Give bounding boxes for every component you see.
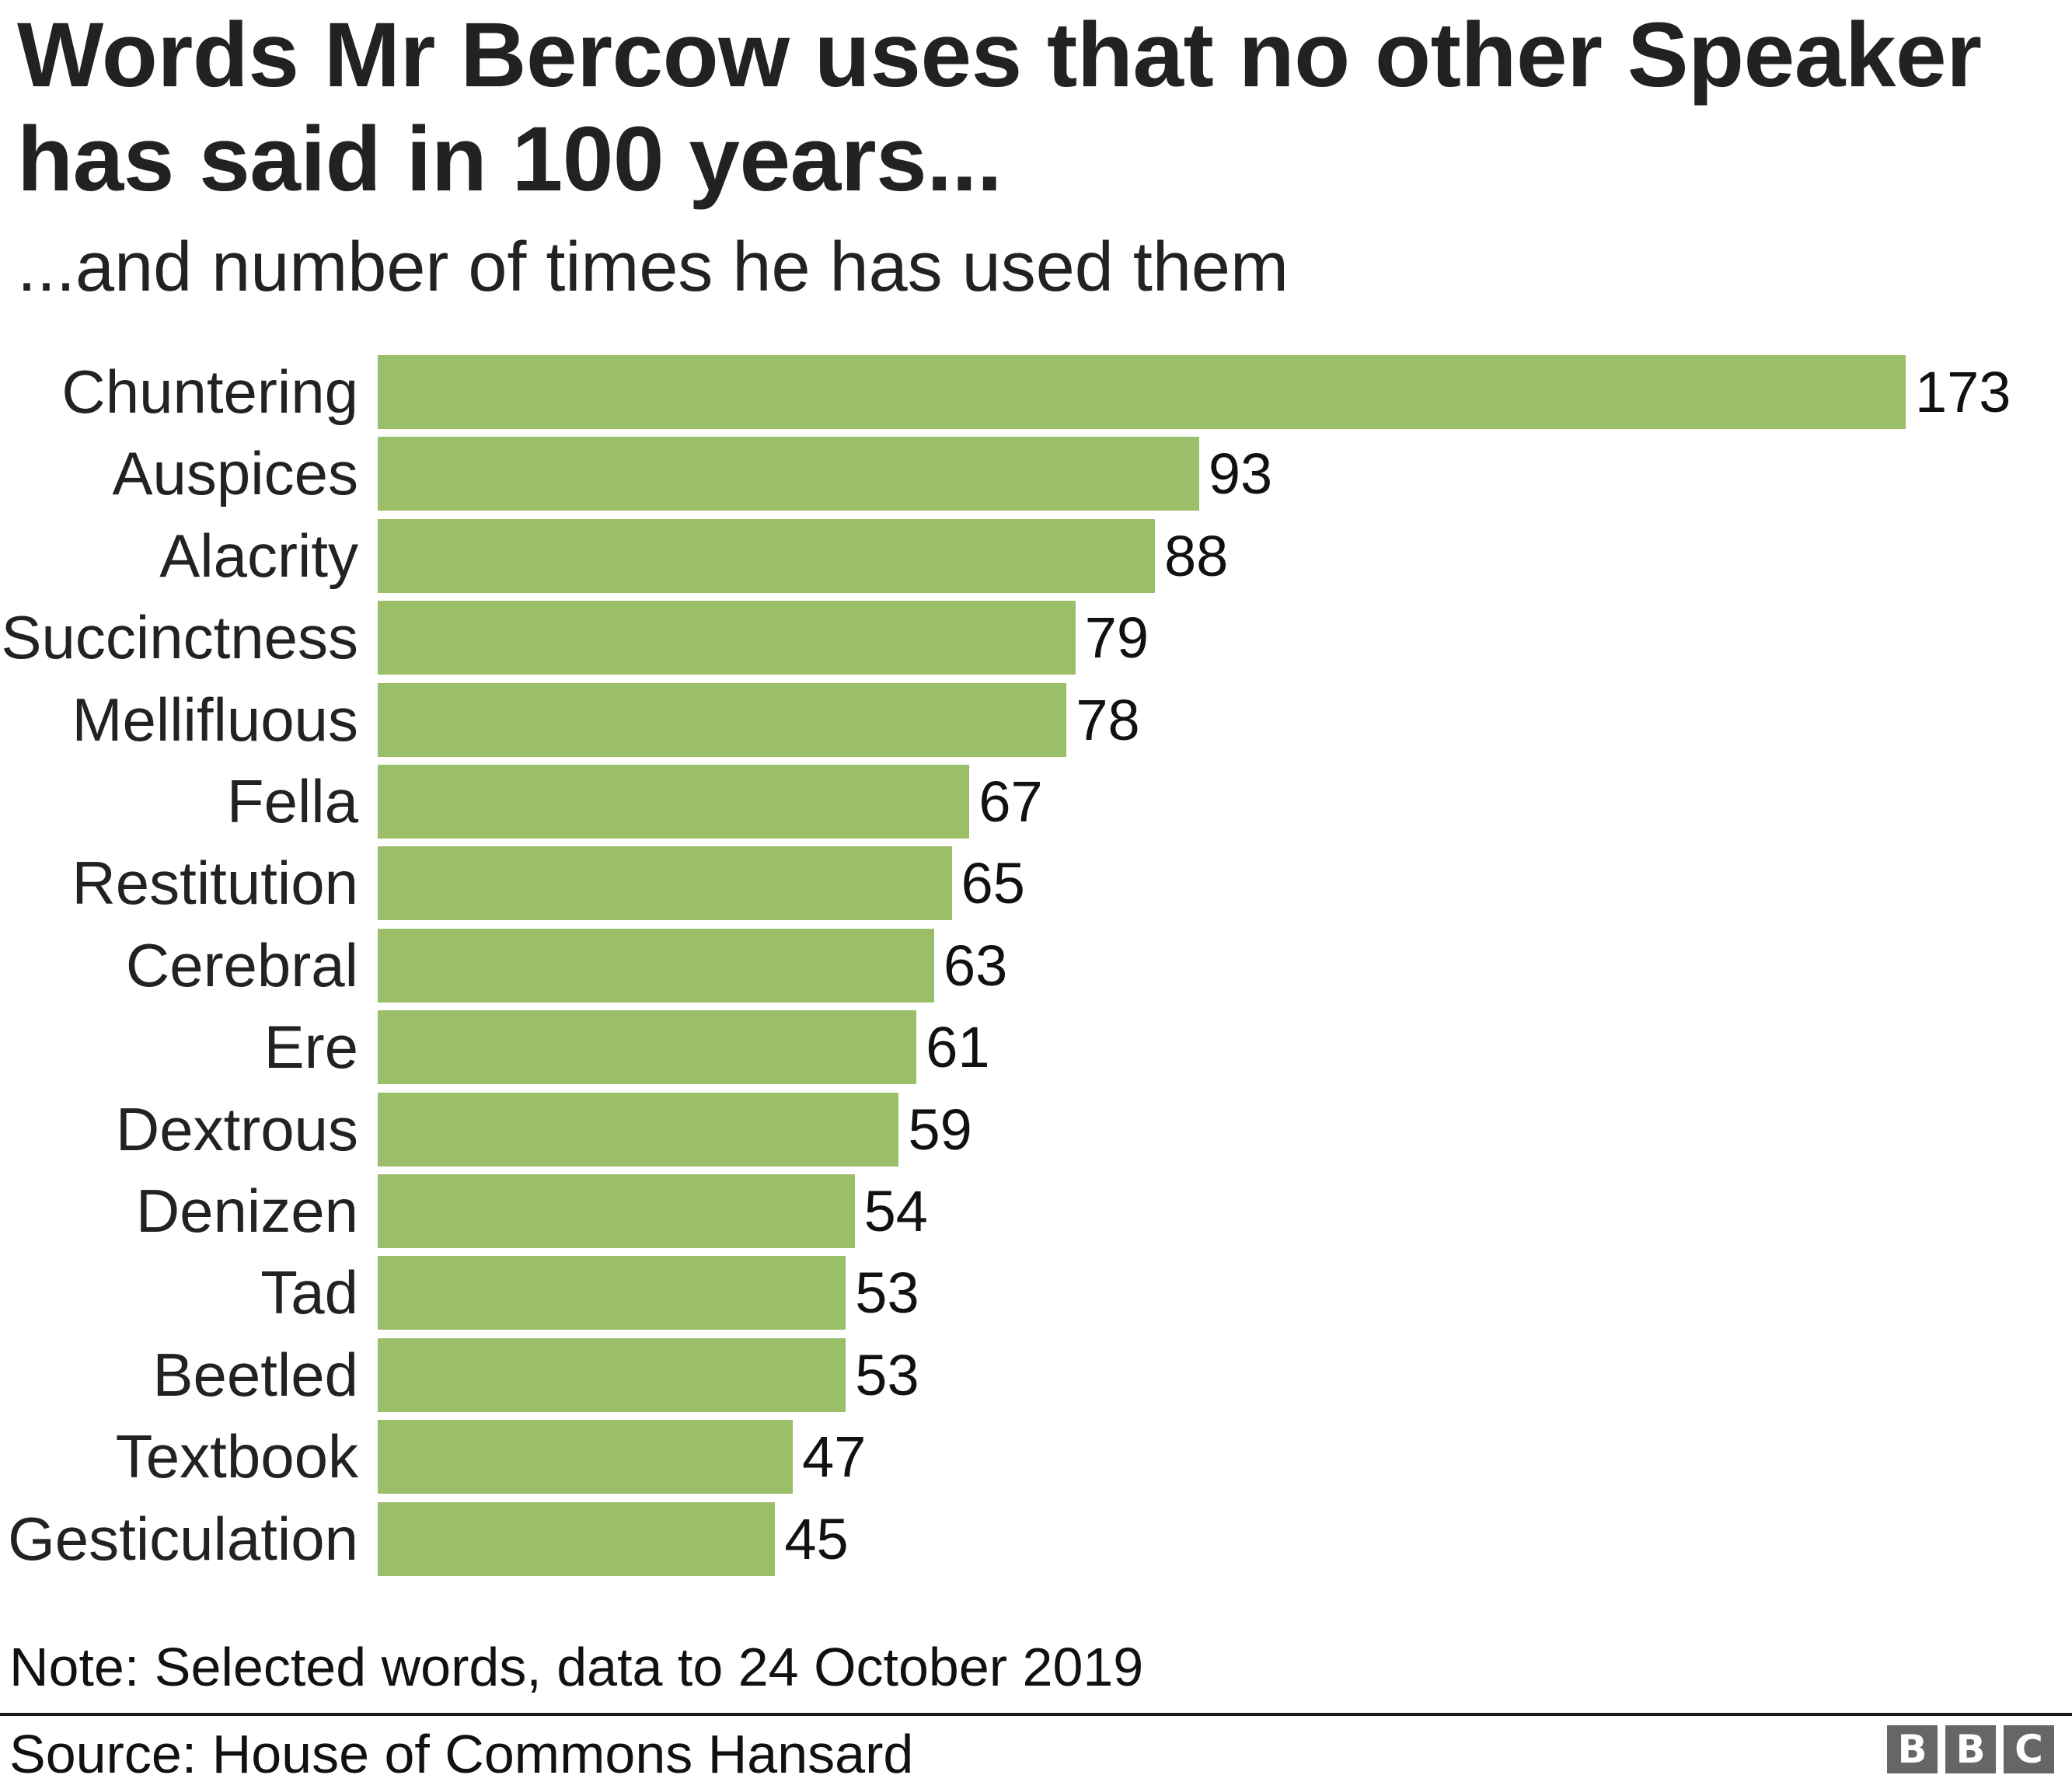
chart-note: Note: Selected words, data to 24 October… — [9, 1637, 1144, 1697]
value-label: 67 — [978, 769, 1043, 834]
footer-divider — [0, 1713, 2072, 1716]
chart-source: Source: House of Commons Hansard — [9, 1724, 914, 1784]
bbc-logo-letter: B — [1945, 1725, 1996, 1773]
category-label: Cerebral — [125, 930, 358, 999]
bar — [378, 1174, 855, 1248]
value-label: 54 — [863, 1179, 928, 1243]
value-label: 65 — [961, 851, 1025, 916]
value-label: 53 — [855, 1342, 919, 1407]
bar-row: Auspices 93 — [0, 437, 2072, 511]
category-label: Dextrous — [115, 1094, 358, 1163]
bar-row: Denizen 54 — [0, 1174, 2072, 1248]
bar-row: Restitution 65 — [0, 846, 2072, 921]
category-label: Restitution — [72, 849, 358, 918]
category-label: Tad — [260, 1258, 358, 1327]
bar — [378, 1010, 917, 1085]
value-label: 78 — [1076, 687, 1140, 752]
bar-row: Fella 67 — [0, 765, 2072, 839]
bar-row: Gesticulation 45 — [0, 1501, 2072, 1576]
bar — [378, 1092, 899, 1167]
value-label: 59 — [908, 1097, 972, 1162]
bar — [378, 437, 1199, 511]
bar-row: Mellifluous 78 — [0, 682, 2072, 757]
value-label: 45 — [784, 1506, 849, 1571]
category-label: Chuntering — [61, 357, 358, 426]
bar — [378, 928, 934, 1003]
category-label: Succinctness — [1, 603, 358, 672]
value-label: 47 — [802, 1425, 867, 1490]
bar — [378, 1337, 846, 1412]
bar-row: Tad 53 — [0, 1256, 2072, 1330]
category-label: Ere — [263, 1013, 358, 1082]
bbc-logo-letter: C — [2004, 1725, 2054, 1773]
category-label: Alacrity — [159, 521, 358, 590]
bar — [378, 355, 1906, 429]
category-label: Gesticulation — [8, 1504, 358, 1573]
category-label: Fella — [226, 767, 358, 835]
bbc-logo: B B C — [1887, 1725, 2054, 1773]
bar — [378, 518, 1156, 593]
bar — [378, 1501, 776, 1576]
bar — [378, 765, 970, 839]
value-label: 88 — [1164, 523, 1229, 588]
value-label: 93 — [1208, 441, 1273, 507]
category-label: Beetled — [152, 1340, 358, 1409]
bar-row: Succinctness 79 — [0, 601, 2072, 675]
bbc-logo-letter: B — [1887, 1725, 1938, 1773]
value-label: 53 — [855, 1261, 919, 1326]
bar-row: Beetled 53 — [0, 1337, 2072, 1412]
bar — [378, 682, 1067, 757]
value-label: 61 — [926, 1015, 990, 1080]
category-label: Textbook — [115, 1422, 358, 1491]
bar-row: Cerebral 63 — [0, 928, 2072, 1003]
value-label: 173 — [1915, 360, 2011, 424]
bar-row: Dextrous 59 — [0, 1092, 2072, 1167]
bar — [378, 846, 952, 921]
category-label: Denizen — [135, 1177, 358, 1245]
bar-row: Textbook 47 — [0, 1420, 2072, 1494]
bar — [378, 1420, 794, 1494]
bar-row: Ere 61 — [0, 1010, 2072, 1085]
bar-row: Chuntering 173 — [0, 355, 2072, 429]
category-label: Auspices — [112, 439, 359, 508]
value-label: 79 — [1084, 605, 1149, 671]
bar — [378, 1256, 846, 1330]
bar — [378, 601, 1076, 675]
category-label: Mellifluous — [72, 685, 358, 754]
bar-row: Alacrity 88 — [0, 518, 2072, 593]
chart-title: Words Mr Bercow uses that no other Speak… — [17, 4, 1982, 211]
chart-subtitle: ...and number of times he has used them — [17, 228, 1289, 306]
value-label: 63 — [943, 933, 1008, 998]
